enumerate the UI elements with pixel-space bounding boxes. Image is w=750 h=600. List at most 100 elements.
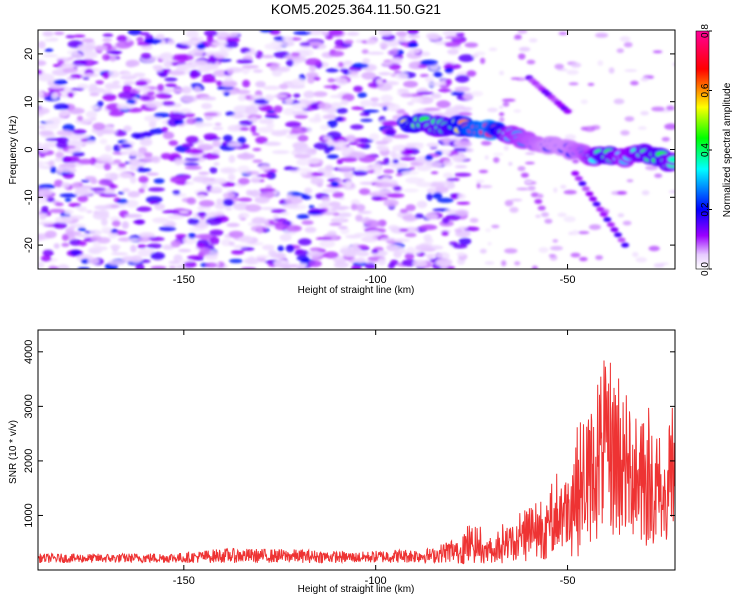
- heatmap-cell: [127, 191, 141, 198]
- colorbar-tick-label: 0.8: [700, 24, 711, 38]
- heatmap-cell: [102, 53, 111, 61]
- heatmap-cell: [138, 187, 145, 194]
- heatmap-cell: [328, 50, 345, 57]
- heatmap-cell: [222, 192, 236, 199]
- heatmap-cell: [425, 78, 433, 83]
- heatmap-cell: [393, 186, 402, 191]
- heatmap-cell: [109, 55, 117, 62]
- heatmap-cell: [352, 247, 361, 253]
- y-tick-label: -20: [23, 237, 35, 253]
- heatmap-cell: [378, 72, 392, 76]
- heatmap-cell: [531, 265, 538, 269]
- heatmap-cell: [78, 240, 87, 247]
- heatmap-cell: [501, 98, 516, 102]
- heatmap-cell: [61, 242, 70, 247]
- heatmap-cell: [85, 118, 94, 124]
- heatmap-cell: [46, 197, 55, 203]
- heatmap-cell: [210, 186, 223, 192]
- heatmap-cell: [454, 140, 472, 148]
- heatmap-cell: [509, 206, 519, 213]
- heatmap-cell: [138, 175, 149, 184]
- heatmap-cell: [196, 243, 206, 249]
- heatmap-cell: [402, 214, 419, 222]
- y-tick-label: 1000: [23, 503, 35, 527]
- heatmap-cell: [38, 60, 47, 66]
- heatmap-cell: [317, 167, 328, 174]
- heatmap-cell: [286, 59, 294, 67]
- heatmap-cell: [433, 71, 443, 78]
- heatmap-cell: [97, 209, 110, 217]
- heatmap-cell: [425, 161, 443, 168]
- heatmap-cell: [255, 50, 264, 59]
- ridge-trace: [610, 227, 619, 233]
- heatmap-cell: [81, 179, 90, 183]
- heatmap-cell: [42, 54, 58, 58]
- ridge-trace: [524, 179, 533, 185]
- heatmap-cell: [297, 134, 309, 142]
- colorbar-ticks: 0.0 0.2 0.4 0.6 0.8: [700, 24, 712, 276]
- heatmap-cell: [380, 94, 394, 103]
- heatmap-cell: [306, 30, 325, 36]
- heatmap-cell: [93, 45, 108, 51]
- heatmap-cell: [653, 263, 665, 268]
- heatmap-cell: [504, 199, 514, 207]
- heatmap-cell: [447, 49, 459, 55]
- heatmap-cell: [125, 61, 137, 68]
- heatmap-cell: [472, 53, 479, 58]
- heatmap-cell: [291, 103, 308, 110]
- heatmap-cell: [648, 245, 660, 252]
- ridge-trace: [592, 201, 601, 207]
- ridge-trace: [614, 232, 622, 238]
- heatmap-cell: [38, 145, 49, 153]
- heatmap-cell: [274, 223, 289, 231]
- heatmap-cell: [304, 187, 313, 194]
- heatmap-cell: [185, 181, 195, 186]
- heatmap-cell: [102, 93, 117, 102]
- heatmap-cell: [334, 39, 344, 47]
- heatmap-cell: [50, 166, 57, 174]
- heatmap-cell: [301, 220, 314, 226]
- heatmap-cell: [170, 240, 181, 248]
- heatmap-cell: [115, 41, 132, 49]
- heatmap-cell: [420, 59, 439, 66]
- heatmap-cell: [110, 204, 120, 209]
- heatmap-cell: [136, 152, 144, 159]
- heatmap-cell: [44, 230, 57, 239]
- heatmap-cell: [641, 190, 650, 196]
- heatmap-cell: [608, 67, 615, 74]
- heatmap-cell: [338, 212, 352, 218]
- heatmap-cell: [376, 78, 383, 85]
- heatmap-cell: [307, 210, 322, 216]
- heatmap-cell: [102, 38, 112, 42]
- heatmap-cell: [94, 205, 111, 210]
- heatmap-cell: [53, 103, 70, 110]
- heatmap-cell: [127, 238, 140, 242]
- heatmap-cell: [255, 255, 270, 259]
- heatmap-cell: [38, 184, 56, 190]
- heatmap-cell: [41, 205, 49, 214]
- heatmap-cell: [169, 88, 187, 93]
- heatmap-cell: [50, 85, 66, 89]
- heatmap-cell: [103, 163, 112, 171]
- heatmap-cell: [168, 140, 179, 146]
- spectrogram-y-label: Frequency (Hz): [8, 116, 19, 185]
- heatmap-cell: [616, 48, 624, 53]
- heatmap-cell: [140, 52, 152, 60]
- heatmap-cell: [329, 94, 342, 99]
- heatmap-cell: [348, 141, 358, 146]
- heatmap-cell: [168, 70, 186, 76]
- heatmap-cell: [327, 78, 335, 83]
- heatmap-cell: [423, 107, 441, 111]
- x-tick-label: -150: [173, 575, 195, 587]
- heatmap-cell: [48, 160, 55, 167]
- heatmap-cell: [130, 244, 137, 253]
- heatmap-cell: [668, 190, 675, 194]
- heatmap-cell: [528, 38, 538, 43]
- heatmap-cell: [77, 227, 87, 232]
- heatmap-cell: [216, 80, 223, 86]
- heatmap-cell: [102, 71, 110, 79]
- heatmap-cell: [239, 127, 250, 131]
- heatmap-cell: [143, 152, 153, 158]
- heatmap-cell: [189, 228, 205, 231]
- heatmap-cell: [87, 257, 100, 265]
